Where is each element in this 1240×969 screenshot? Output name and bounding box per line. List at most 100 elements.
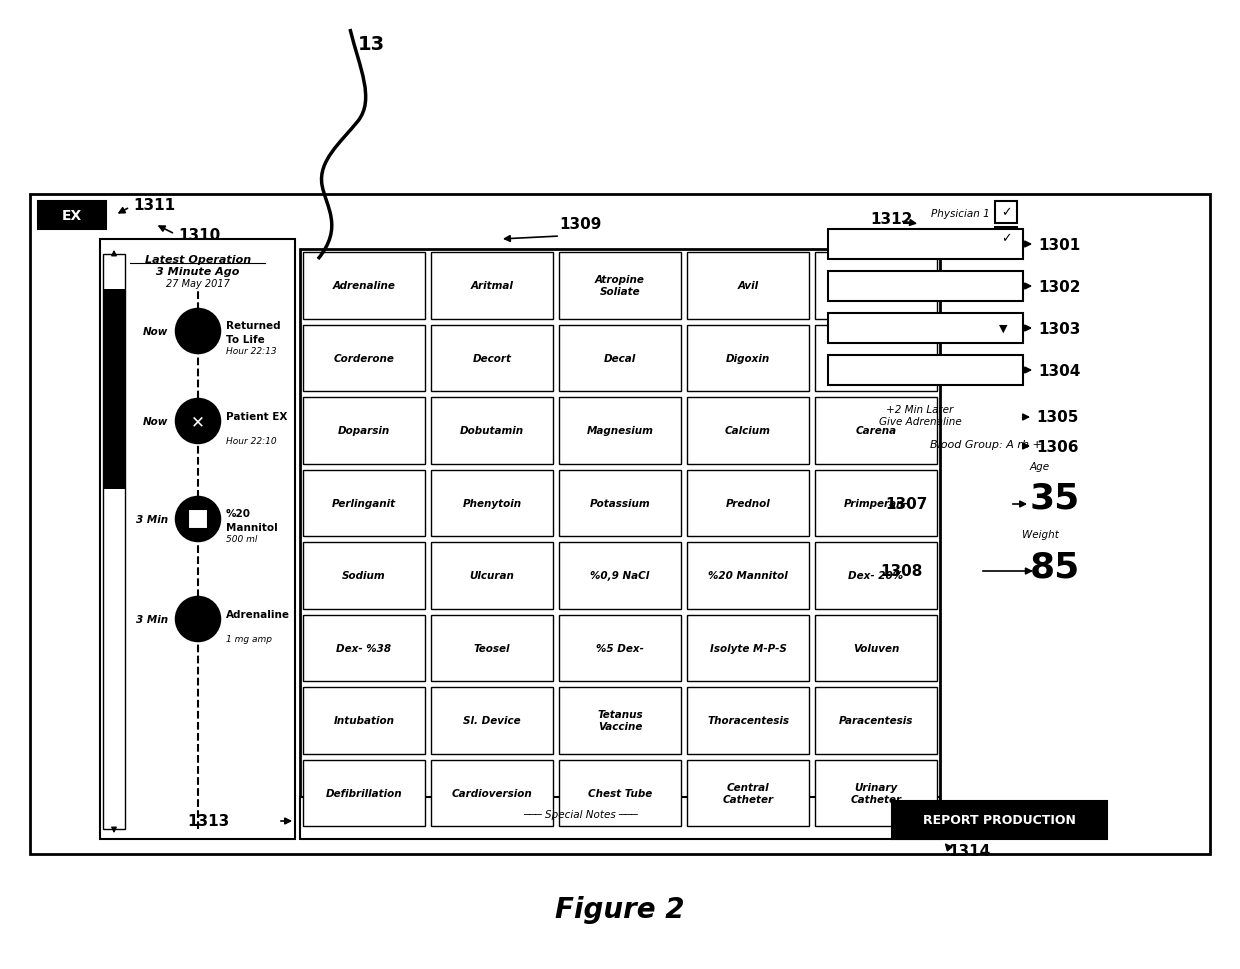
- Text: Perlinganit: Perlinganit: [332, 498, 396, 508]
- Text: Potassium: Potassium: [590, 498, 650, 508]
- Text: 85: 85: [1030, 549, 1080, 583]
- FancyBboxPatch shape: [103, 290, 125, 489]
- Text: 1309: 1309: [559, 217, 601, 232]
- Text: 35: 35: [1030, 482, 1080, 516]
- Text: 500 ml: 500 ml: [226, 535, 258, 544]
- FancyBboxPatch shape: [828, 230, 1023, 260]
- Text: To Life: To Life: [226, 334, 265, 345]
- Text: %0,9 NaCl: %0,9 NaCl: [590, 571, 650, 580]
- Text: Urinary
Catheter: Urinary Catheter: [851, 782, 901, 803]
- Text: EX: EX: [62, 208, 82, 223]
- Text: Phenytoin: Phenytoin: [463, 498, 522, 508]
- Text: 1304: 1304: [1038, 363, 1080, 378]
- FancyBboxPatch shape: [432, 326, 553, 391]
- Text: 1314: 1314: [949, 844, 991, 859]
- Text: 1311: 1311: [133, 199, 175, 213]
- Text: Thoracentesis: Thoracentesis: [707, 715, 789, 726]
- Text: File Number: File Number: [833, 282, 904, 292]
- Text: %20: %20: [226, 509, 250, 518]
- Text: Calcium: Calcium: [725, 425, 771, 436]
- FancyBboxPatch shape: [559, 253, 681, 319]
- Text: 27 May 2017: 27 May 2017: [166, 279, 229, 289]
- Circle shape: [176, 497, 219, 542]
- Text: Primperan-: Primperan-: [843, 498, 909, 508]
- FancyBboxPatch shape: [559, 687, 681, 754]
- FancyBboxPatch shape: [559, 397, 681, 464]
- FancyBboxPatch shape: [815, 470, 937, 537]
- FancyBboxPatch shape: [300, 797, 940, 839]
- FancyBboxPatch shape: [38, 202, 105, 230]
- FancyBboxPatch shape: [432, 615, 553, 681]
- Text: ✒: ✒: [192, 612, 203, 626]
- FancyBboxPatch shape: [687, 253, 808, 319]
- FancyBboxPatch shape: [815, 687, 937, 754]
- Text: ✕: ✕: [191, 413, 205, 430]
- Text: %20 Mannitol: %20 Mannitol: [708, 571, 787, 580]
- Text: 1301: 1301: [1038, 237, 1080, 252]
- FancyBboxPatch shape: [432, 470, 553, 537]
- Text: %5 Dex-: %5 Dex-: [596, 643, 644, 653]
- FancyBboxPatch shape: [828, 356, 1023, 386]
- FancyBboxPatch shape: [300, 250, 940, 829]
- FancyBboxPatch shape: [559, 470, 681, 537]
- FancyBboxPatch shape: [892, 801, 1107, 839]
- Text: +2 Min Later
Give Adrenaline: +2 Min Later Give Adrenaline: [879, 405, 961, 426]
- Text: Prednol: Prednol: [725, 498, 770, 508]
- Text: ♥: ♥: [191, 325, 205, 339]
- FancyBboxPatch shape: [815, 253, 937, 319]
- Text: Now: Now: [143, 417, 167, 426]
- Circle shape: [176, 597, 219, 641]
- Text: Intubation: Intubation: [334, 715, 394, 726]
- Text: 1312: 1312: [870, 212, 913, 228]
- Text: Chest Tube: Chest Tube: [588, 788, 652, 797]
- FancyBboxPatch shape: [432, 543, 553, 609]
- Text: 1302: 1302: [1038, 279, 1080, 295]
- Text: Sl. Device: Sl. Device: [464, 715, 521, 726]
- FancyBboxPatch shape: [559, 615, 681, 681]
- FancyBboxPatch shape: [303, 326, 425, 391]
- Text: Beloc: Beloc: [861, 281, 892, 291]
- Text: Physician 1: Physician 1: [931, 208, 990, 219]
- Text: Dex- 20%: Dex- 20%: [848, 571, 904, 580]
- Text: 1313: 1313: [187, 814, 229, 828]
- Text: Age: Age: [1030, 461, 1050, 472]
- Text: Nurse 1: Nurse 1: [950, 234, 990, 245]
- Text: ✓: ✓: [1001, 206, 1012, 219]
- Text: 3 Min: 3 Min: [136, 614, 167, 624]
- Text: 3 Min: 3 Min: [136, 515, 167, 524]
- Text: Aritmal: Aritmal: [470, 281, 513, 291]
- FancyBboxPatch shape: [828, 314, 1023, 344]
- Text: 1310: 1310: [179, 228, 221, 242]
- Text: 1303: 1303: [1038, 321, 1080, 336]
- FancyBboxPatch shape: [303, 397, 425, 464]
- FancyBboxPatch shape: [303, 615, 425, 681]
- Text: Corderone: Corderone: [334, 354, 394, 363]
- Text: 1307: 1307: [885, 497, 928, 512]
- Text: Diagnosis Selection: Diagnosis Selection: [833, 324, 947, 333]
- Text: Dobutamin: Dobutamin: [460, 425, 525, 436]
- FancyBboxPatch shape: [559, 326, 681, 391]
- Text: Paracentesis: Paracentesis: [838, 715, 913, 726]
- FancyBboxPatch shape: [103, 255, 125, 829]
- Text: Adrenaline: Adrenaline: [226, 610, 290, 619]
- Text: 1 mg amp: 1 mg amp: [226, 635, 272, 643]
- FancyBboxPatch shape: [100, 239, 295, 839]
- Text: 1308: 1308: [880, 564, 923, 578]
- FancyBboxPatch shape: [432, 687, 553, 754]
- FancyBboxPatch shape: [687, 760, 808, 827]
- Text: Dex- %38: Dex- %38: [336, 643, 392, 653]
- FancyBboxPatch shape: [687, 397, 808, 464]
- Text: 3 Minute Ago: 3 Minute Ago: [156, 266, 239, 277]
- FancyBboxPatch shape: [687, 470, 808, 537]
- Text: ─── Special Notes ───: ─── Special Notes ───: [522, 809, 637, 819]
- Text: Isolyte M-P-S: Isolyte M-P-S: [709, 643, 786, 653]
- Text: Carena: Carena: [856, 425, 897, 436]
- Text: 1306: 1306: [1035, 439, 1079, 454]
- FancyBboxPatch shape: [303, 543, 425, 609]
- Text: Patient EX: Patient EX: [226, 412, 288, 422]
- Text: Diltizen: Diltizen: [854, 354, 898, 363]
- FancyBboxPatch shape: [994, 228, 1017, 250]
- Text: Tetanus
Vaccine: Tetanus Vaccine: [598, 709, 642, 732]
- Text: Decort: Decort: [472, 354, 512, 363]
- Text: Blood Group: A rh +: Blood Group: A rh +: [930, 440, 1042, 450]
